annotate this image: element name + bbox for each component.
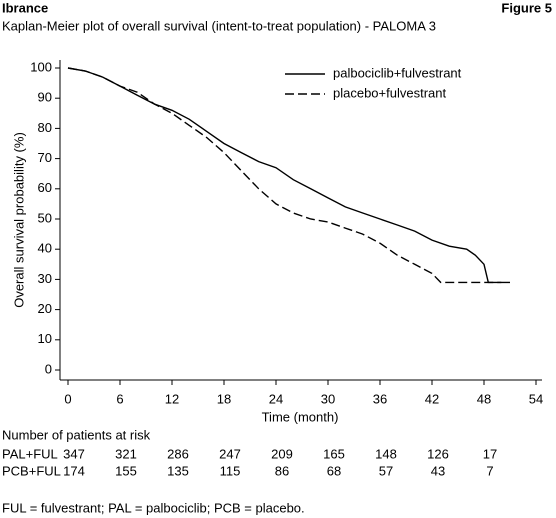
y-tick-label: 80 [38,120,52,135]
risk-title: Number of patients at risk [2,427,151,442]
x-tick-label: 0 [64,391,71,406]
x-tick-label: 36 [373,391,387,406]
risk-row-label: PAL+FUL [2,446,58,461]
legend-label: placebo+fulvestrant [333,85,446,100]
risk-count: 7 [486,463,493,478]
y-tick-label: 90 [38,90,52,105]
y-axis-label: Overall survival probability (%) [11,132,26,308]
x-tick-label: 30 [321,391,335,406]
x-tick-label: 54 [529,391,543,406]
y-tick-label: 100 [30,59,52,74]
risk-count: 135 [167,463,189,478]
chart-title: Kaplan-Meier plot of overall survival (i… [2,18,436,33]
y-tick-label: 70 [38,150,52,165]
risk-count: 17 [483,446,497,461]
risk-count: 347 [63,446,85,461]
x-tick-label: 12 [165,391,179,406]
x-tick-label: 18 [217,391,231,406]
figure-label: Figure 5 [501,0,552,15]
y-tick-label: 60 [38,180,52,195]
risk-row-label: PCB+FUL [2,463,61,478]
x-axis-label: Time (month) [262,409,339,424]
y-tick-label: 50 [38,210,52,225]
y-tick-label: 30 [38,271,52,286]
survival-curve [67,67,510,284]
x-tick-label: 42 [425,391,439,406]
risk-count: 174 [63,463,85,478]
risk-count: 57 [379,463,393,478]
x-tick-label: 48 [477,391,491,406]
legend-label: palbociclib+fulvestrant [333,65,462,80]
risk-count: 209 [271,446,293,461]
y-tick-label: 40 [38,241,52,256]
y-tick-label: 10 [38,331,52,346]
risk-count: 126 [427,446,449,461]
brand: Ibrance [2,0,48,15]
y-tick-label: 0 [45,361,52,376]
risk-count: 43 [431,463,445,478]
risk-count: 155 [115,463,137,478]
footnote: FUL = fulvestrant; PAL = palbociclib; PC… [2,500,305,515]
risk-count: 86 [275,463,289,478]
risk-count: 247 [219,446,241,461]
risk-count: 148 [375,446,397,461]
risk-count: 115 [220,463,241,478]
x-tick-label: 24 [269,391,283,406]
survival-curve [67,67,502,284]
risk-count: 321 [115,446,137,461]
risk-count: 68 [327,463,341,478]
risk-count: 286 [167,446,189,461]
y-tick-label: 20 [38,301,52,316]
x-tick-label: 6 [116,391,123,406]
risk-count: 165 [323,446,345,461]
